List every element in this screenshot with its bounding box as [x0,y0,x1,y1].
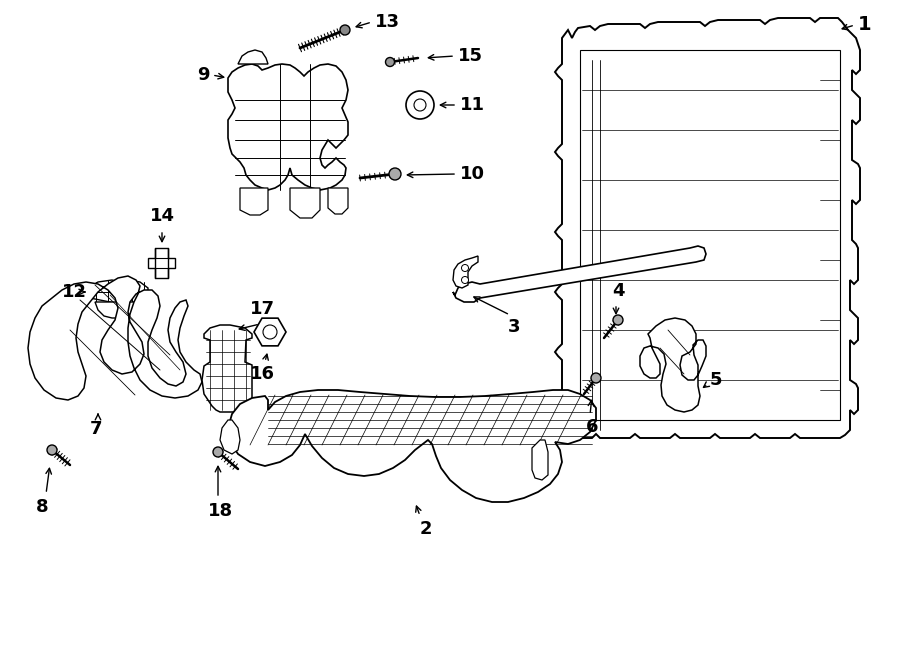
Polygon shape [228,390,596,502]
Circle shape [591,373,601,383]
Text: 17: 17 [249,300,274,318]
Circle shape [414,99,426,111]
Text: 15: 15 [458,47,483,65]
Text: 11: 11 [460,96,485,114]
Circle shape [47,445,57,455]
Text: 8: 8 [36,498,49,516]
Polygon shape [148,248,175,278]
Text: 18: 18 [207,502,232,520]
Text: 3: 3 [508,318,520,336]
Polygon shape [202,325,252,412]
Text: 4: 4 [612,282,625,300]
Circle shape [385,58,394,67]
Text: 16: 16 [249,365,274,383]
Text: 5: 5 [710,371,723,389]
Polygon shape [88,280,148,304]
Circle shape [406,91,434,119]
Polygon shape [453,256,478,288]
Polygon shape [95,302,138,318]
Text: 13: 13 [375,13,400,31]
Polygon shape [453,246,706,302]
Text: 9: 9 [197,66,210,84]
Circle shape [462,276,469,284]
Polygon shape [290,188,320,218]
Polygon shape [254,318,286,346]
Text: 1: 1 [858,15,871,34]
Text: 6: 6 [586,418,598,436]
Text: 14: 14 [149,207,175,225]
Polygon shape [220,420,240,454]
Circle shape [213,447,223,457]
Polygon shape [532,440,548,480]
Text: 2: 2 [419,520,432,538]
Polygon shape [640,318,706,412]
Polygon shape [228,64,348,190]
Text: 10: 10 [460,165,485,183]
Polygon shape [240,188,268,215]
Circle shape [263,325,277,339]
Text: 7: 7 [90,420,103,438]
Circle shape [340,25,350,35]
Polygon shape [328,188,348,214]
Text: 12: 12 [62,283,87,301]
Polygon shape [28,276,202,400]
Circle shape [613,315,623,325]
Polygon shape [238,50,268,64]
Circle shape [462,264,469,272]
Polygon shape [555,18,860,438]
Circle shape [389,168,401,180]
